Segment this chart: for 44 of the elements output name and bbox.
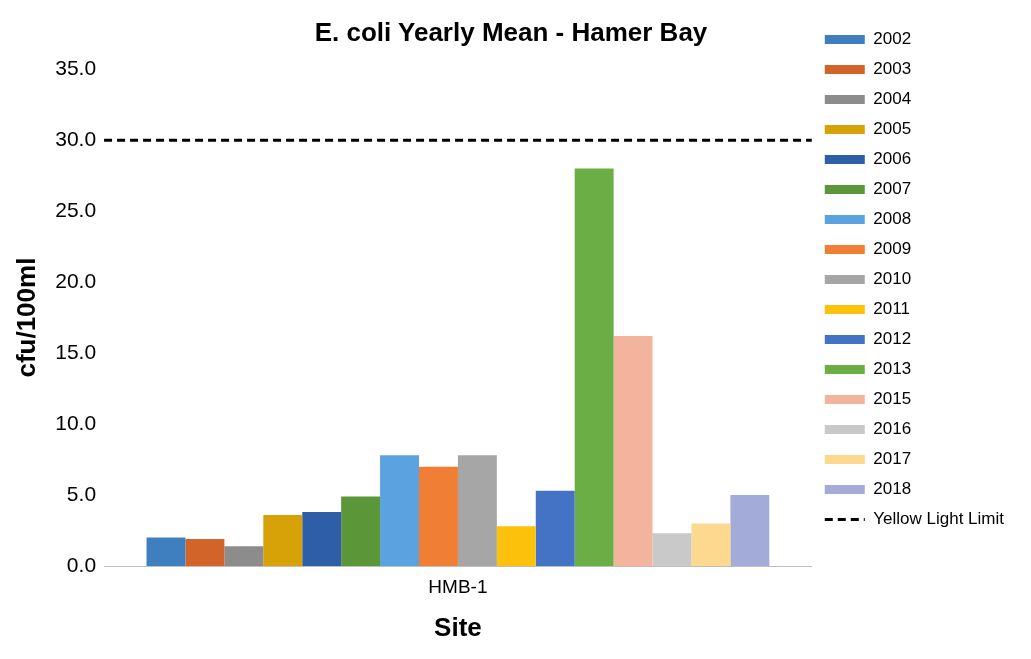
legend-label: 2009: [873, 239, 912, 259]
y-tick-label: 30.0: [55, 126, 97, 150]
legend-label: 2010: [873, 269, 912, 289]
bar: [185, 539, 225, 566]
bar: [419, 466, 458, 566]
legend-label: 2016: [873, 419, 912, 439]
legend-label: 2004: [873, 89, 912, 109]
y-tick-label: 0.0: [66, 552, 97, 576]
legend-label: 2008: [873, 209, 912, 229]
y-tick-label: 25.0: [55, 197, 97, 221]
bar: [613, 336, 653, 566]
y-tick-label: 35.0: [55, 56, 97, 79]
y-tick-label: 20.0: [55, 268, 97, 292]
bar: [341, 496, 381, 566]
legend-label: 2018: [873, 479, 912, 499]
bar: [496, 526, 536, 566]
bar: [691, 523, 731, 566]
legend-label: 2002: [873, 29, 912, 49]
legend-label: 2003: [873, 59, 912, 79]
bar: [302, 512, 342, 566]
bar: [380, 455, 419, 566]
bar: [574, 168, 614, 566]
legend-label: 2017: [873, 449, 912, 469]
chart-title: E. coli Yearly Mean - Hamer Bay: [314, 16, 708, 47]
x-tick-label: HMB-1: [428, 575, 488, 597]
bar: [146, 537, 186, 566]
bar: [263, 514, 303, 566]
y-tick-label: 15.0: [55, 339, 97, 363]
y-tick-label: 10.0: [55, 410, 97, 434]
legend-label: Yellow Light Limit: [873, 509, 1005, 529]
y-tick-label: 5.0: [66, 481, 97, 505]
legend-label: 2011: [873, 299, 910, 319]
bar: [535, 490, 575, 566]
legend-label: 2012: [873, 329, 912, 349]
legend-label: 2005: [873, 119, 912, 139]
bar: [224, 546, 264, 566]
legend-label: 2015: [873, 389, 912, 409]
bar: [730, 495, 770, 566]
legend-label: 2007: [873, 179, 912, 199]
legend-label: 2013: [873, 359, 912, 379]
legend-label: 2006: [873, 149, 912, 169]
bar: [457, 455, 497, 566]
x-axis-title: Site: [434, 611, 482, 642]
y-axis-title: cfu/100ml: [10, 257, 41, 378]
